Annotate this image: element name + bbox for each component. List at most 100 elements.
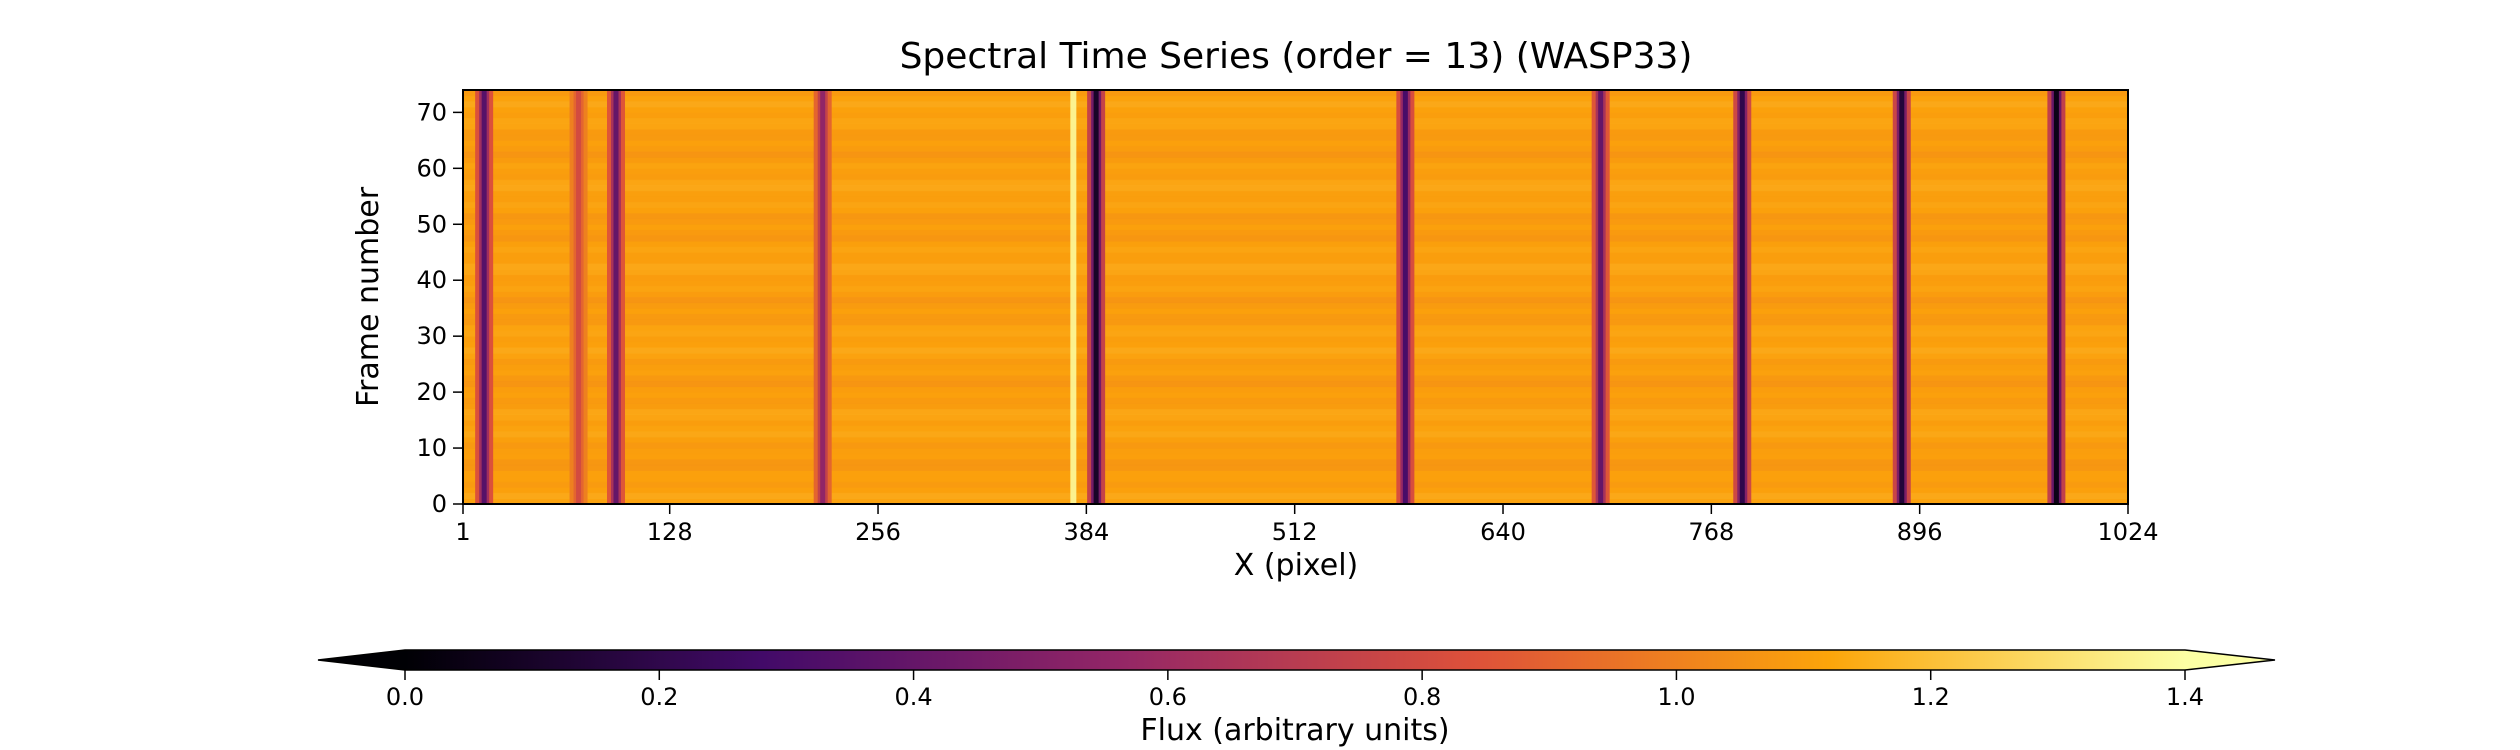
heatmap-row: [463, 375, 2128, 382]
heatmap-row: [463, 476, 2128, 483]
heatmap-row: [463, 420, 2128, 427]
heatmap-row: [463, 101, 2128, 108]
colorbar-gradient: [405, 650, 2185, 670]
colorbar: 0.0 0.2 0.4 0.6 0.8 1.0 1.2 1.4 Flux (arbitrary…: [317, 649, 2276, 748]
heatmap-row: [463, 330, 2128, 337]
absorption-line: [2053, 90, 2059, 504]
y-tick-label: 30: [416, 322, 447, 350]
heatmap-row: [463, 168, 2128, 175]
heatmap-row: [463, 319, 2128, 326]
absorption-line: [820, 90, 826, 504]
y-tick-label: 40: [416, 266, 447, 294]
heatmap-row: [463, 241, 2128, 248]
heatmap-row: [463, 313, 2128, 320]
y-tick-label: 60: [416, 154, 447, 182]
y-tick-label: 70: [416, 98, 447, 126]
heatmap-row: [463, 207, 2128, 214]
heatmap-row: [463, 95, 2128, 102]
heatmap-row: [463, 185, 2128, 192]
y-axis: 0 10 20 30 40 50 60 70: [416, 98, 463, 518]
heatmap-row: [463, 297, 2128, 304]
heatmap-row: [463, 470, 2128, 477]
x-tick-label: 256: [855, 518, 901, 546]
heatmap-absorption-lines: [475, 90, 2066, 504]
absorption-line: [613, 90, 619, 504]
colorbar-tick-label: 1.0: [1657, 683, 1695, 711]
heatmap-row: [463, 464, 2128, 471]
heatmap-row: [463, 252, 2128, 259]
x-axis: 1 128 256 384 512 640 768 896 1024: [455, 504, 2159, 546]
heatmap-row: [463, 498, 2128, 504]
absorption-line: [1598, 90, 1604, 504]
heatmap-row: [463, 414, 2128, 421]
heatmap-row: [463, 392, 2128, 399]
y-tick-label: 50: [416, 210, 447, 238]
heatmap-row: [463, 224, 2128, 231]
heatmap-row: [463, 274, 2128, 281]
y-axis-label: Frame number: [351, 186, 386, 407]
colorbar-tick-label: 0.6: [1149, 683, 1187, 711]
absorption-line: [1739, 90, 1745, 504]
heatmap-row: [463, 173, 2128, 181]
heatmap-row: [463, 145, 2128, 153]
heatmap-row: [463, 201, 2128, 208]
heatmap-row: [463, 425, 2128, 432]
heatmap-row: [463, 190, 2128, 197]
heatmap-row: [463, 151, 2128, 158]
colorbar-extend-low: [318, 650, 405, 670]
absorption-line: [481, 90, 487, 504]
heatmap-row: [463, 235, 2128, 242]
heatmap-row: [463, 324, 2128, 332]
absorption-line: [1899, 90, 1905, 504]
x-tick-label: 128: [647, 518, 693, 546]
heatmap-row: [463, 218, 2128, 225]
colorbar-tick-label: 0.0: [386, 683, 424, 711]
colorbar-tick-label: 0.2: [640, 683, 678, 711]
x-tick-label: 1024: [2097, 518, 2158, 546]
heatmap-row: [463, 352, 2128, 360]
heatmap-row: [463, 369, 2128, 376]
y-tick-label: 20: [416, 378, 447, 406]
heatmap-row: [463, 487, 2128, 494]
heatmap-row: [463, 112, 2128, 119]
plot-frame: [462, 89, 2129, 505]
colorbar-ticks: 0.0 0.2 0.4 0.6 0.8 1.0 1.2 1.4: [386, 670, 2204, 711]
heatmap-row: [463, 481, 2128, 488]
heatmap-row: [463, 459, 2128, 466]
x-tick-label: 512: [1272, 518, 1318, 546]
heatmap-row: [463, 90, 2128, 97]
absorption-line: [576, 90, 582, 504]
heatmap-row: [463, 134, 2128, 141]
heatmap-row: [463, 246, 2128, 253]
heatmap-row: [463, 213, 2128, 220]
colorbar-tick-label: 0.8: [1403, 683, 1441, 711]
chart-title: Spectral Time Series (order = 13) (WASP3…: [900, 36, 1693, 77]
heatmap-row: [463, 436, 2128, 443]
heatmap-row: [463, 408, 2128, 415]
heatmap-row: [463, 431, 2128, 438]
heatmap-row-variations: [463, 90, 2128, 504]
heatmap-row: [463, 336, 2128, 343]
heatmap-row: [463, 117, 2128, 125]
heatmap-row: [463, 397, 2128, 404]
y-tick-label: 0: [432, 490, 447, 518]
heatmap-row: [463, 140, 2128, 147]
heatmap-row: [463, 403, 2128, 410]
heatmap-row: [463, 280, 2128, 287]
heatmap-row: [463, 106, 2128, 113]
y-tick-label: 10: [416, 434, 447, 462]
heatmap-row: [463, 285, 2128, 292]
heatmap-row: [463, 291, 2128, 298]
heatmap-row: [463, 196, 2128, 203]
heatmap-row: [463, 492, 2128, 499]
colorbar-tick-label: 1.2: [1912, 683, 1950, 711]
x-axis-label: X (pixel): [1234, 548, 1359, 583]
heatmap-row: [463, 302, 2128, 309]
heatmap-row: [463, 123, 2128, 130]
x-tick-label: 384: [1063, 518, 1109, 546]
absorption-line: [1093, 90, 1099, 504]
heatmap-row: [463, 263, 2128, 270]
heatmap-row: [463, 448, 2128, 455]
colorbar-extend-high: [2185, 650, 2275, 670]
absorption-line: [1402, 90, 1408, 504]
